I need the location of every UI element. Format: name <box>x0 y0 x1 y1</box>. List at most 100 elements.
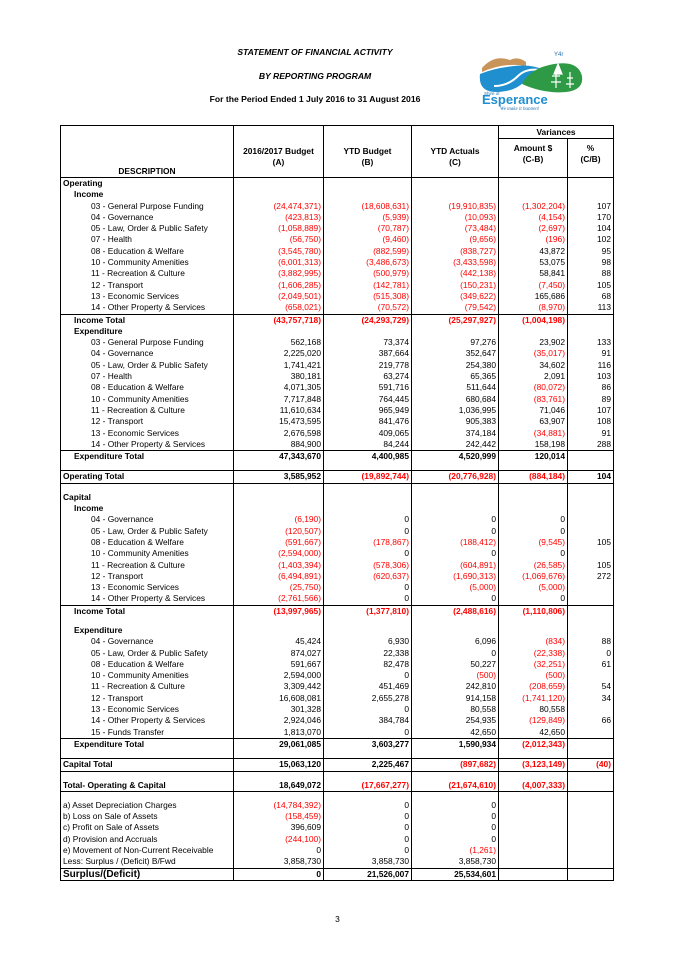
ytd-actuals-cell: (150,231) <box>411 279 499 291</box>
variance-pct-cell <box>567 582 614 594</box>
table-row: 14 - Other Property & Services (658,021)(… <box>60 302 614 315</box>
budget-cell <box>233 503 324 515</box>
budget-cell: 18,649,072 <box>233 779 324 792</box>
row-description <box>60 750 234 759</box>
budget-cell: (1,403,394) <box>233 559 324 571</box>
budget-cell <box>233 616 324 625</box>
ytd-budget-cell <box>323 189 412 201</box>
variance-pct-cell: 105 <box>567 279 614 291</box>
subsection-heading: Income <box>60 503 614 515</box>
ytd-budget-cell: (142,781) <box>323 279 412 291</box>
variance-pct-cell: 272 <box>567 570 614 583</box>
row-description: 12 - Transport <box>60 692 234 705</box>
budget-cell: 0 <box>233 845 324 857</box>
budget-cell: (56,750) <box>233 234 324 246</box>
variance-pct-cell <box>567 624 614 637</box>
variance-amount-cell: 2,091 <box>498 371 568 383</box>
variance-amount-cell: 165,686 <box>498 290 568 303</box>
ytd-actuals-cell: (500) <box>411 670 499 682</box>
variance-amount-cell <box>498 462 568 471</box>
budget-cell: (1,606,285) <box>233 279 324 291</box>
ytd-budget-cell: 0 <box>323 548 412 560</box>
row-description: 05 - Law, Order & Public Safety <box>60 647 234 659</box>
variance-amount-cell: (3,123,149) <box>498 758 568 772</box>
ytd-actuals-cell: 905,383 <box>411 416 499 428</box>
variance-amount-cell: (4,007,333) <box>498 779 568 792</box>
budget-cell: 2,676,598 <box>233 427 324 439</box>
ytd-actuals-cell: 65,365 <box>411 371 499 383</box>
income-total-row: Income Total (43,757,718) (24,293,729) (25,… <box>60 313 614 326</box>
variance-amount-cell: (80,072) <box>498 382 568 394</box>
variance-amount-cell: (9,545) <box>498 536 568 549</box>
variance-pct-cell <box>567 503 614 515</box>
col-header-ytd-actuals: YTD Actuals (C) <box>411 125 499 178</box>
ytd-actuals-cell <box>411 325 499 338</box>
budget-cell <box>233 325 324 338</box>
budget-cell: 591,667 <box>233 658 324 671</box>
svg-text:Shire of: Shire of <box>484 91 500 96</box>
ytd-actuals-cell: 0 <box>411 593 499 606</box>
row-description: 11 - Recreation & Culture <box>60 681 234 693</box>
spacer-row <box>60 616 614 625</box>
adjustment-row: e) Movement of Non-Current Receivable 0 0(… <box>60 845 614 857</box>
table-row: 10 - Community Amenities 2,594,000 0 (500)(… <box>60 670 614 682</box>
variance-amount-cell: 34,602 <box>498 359 568 372</box>
ytd-budget-cell: (178,867) <box>323 536 412 549</box>
budget-cell: 2,924,046 <box>233 715 324 727</box>
ytd-budget-cell: 3,603,277 <box>323 737 412 751</box>
row-description <box>60 462 234 471</box>
variance-amount-cell: 23,902 <box>498 337 568 349</box>
ytd-actuals-cell: 242,442 <box>411 438 499 451</box>
ytd-actuals-cell <box>411 189 499 201</box>
table-row: 07 - Health (56,750) (9,460) (9,656) (196) 10… <box>60 234 614 246</box>
page-number: 3 <box>335 914 340 924</box>
budget-cell <box>233 750 324 759</box>
subsection-heading: Expenditure <box>60 624 614 637</box>
ytd-actuals-cell: 0 <box>411 647 499 659</box>
table-row: 15 - Funds Transfer 1,813,070 0 42,650 42,65… <box>60 726 614 739</box>
ytd-budget-cell: 451,469 <box>323 681 412 693</box>
ytd-actuals-cell: 25,534,601 <box>411 867 499 881</box>
income-total-row: Income Total (13,997,965) (1,377,810) (2,48… <box>60 604 614 617</box>
shire-logo: Y4r Shire of Esperance We make it happen… <box>474 46 598 112</box>
row-description: 11 - Recreation & Culture <box>60 268 234 280</box>
variance-amount-cell: (208,659) <box>498 681 568 693</box>
variance-pct-cell: 102 <box>567 234 614 246</box>
budget-cell <box>233 791 324 800</box>
variance-pct-cell: 105 <box>567 559 614 571</box>
budget-cell: (658,021) <box>233 302 324 315</box>
ytd-actuals-cell: 1,590,934 <box>411 737 499 751</box>
row-description: a) Asset Depreciation Charges <box>60 799 234 812</box>
row-description: 12 - Transport <box>60 416 234 428</box>
table-row: 13 - Economic Services (25,750) 0 (5,000) (5… <box>60 582 614 594</box>
spacer-row <box>60 791 614 800</box>
ytd-actuals-cell: (1,261) <box>411 845 499 857</box>
variance-amount-cell <box>498 822 568 834</box>
variance-pct-cell <box>567 771 614 780</box>
row-description: 10 - Community Amenities <box>60 548 234 560</box>
ytd-budget-cell: 0 <box>323 833 412 846</box>
ytd-budget-cell: 0 <box>323 525 412 537</box>
ytd-actuals-cell: (349,622) <box>411 290 499 303</box>
col-header-amount: Amount $ (C-B) <box>498 138 568 178</box>
variance-pct-cell: 170 <box>567 211 614 224</box>
table-row: 07 - Health 380,181 63,274 65,365 2,091 103 <box>60 371 614 383</box>
row-description: b) Loss on Sale of Assets <box>60 811 234 823</box>
table-row: 10 - Community Amenities (2,594,000) 0 0 0 <box>60 548 614 560</box>
variance-pct-cell <box>567 483 614 492</box>
ytd-budget-cell: 841,476 <box>323 416 412 428</box>
row-description: 04 - Governance <box>60 636 234 648</box>
ytd-actuals-cell: 3,858,730 <box>411 856 499 869</box>
adjustment-row: Less: Surplus / (Deficit) B/Fwd 3,858,730… <box>60 856 614 869</box>
budget-cell: 15,063,120 <box>233 758 324 772</box>
table-row: 12 - Transport 15,473,595 841,476 905,383 63… <box>60 416 614 428</box>
variance-pct-cell: 104 <box>567 223 614 235</box>
row-description: 12 - Transport <box>60 279 234 291</box>
ytd-budget-cell: (500,979) <box>323 268 412 280</box>
budget-cell <box>233 624 324 637</box>
ytd-actuals-cell: 0 <box>411 548 499 560</box>
budget-cell: (3,545,780) <box>233 245 324 258</box>
row-description: Expenditure Total <box>60 737 234 751</box>
ytd-budget-cell <box>323 491 412 504</box>
variance-pct-cell <box>567 867 614 881</box>
